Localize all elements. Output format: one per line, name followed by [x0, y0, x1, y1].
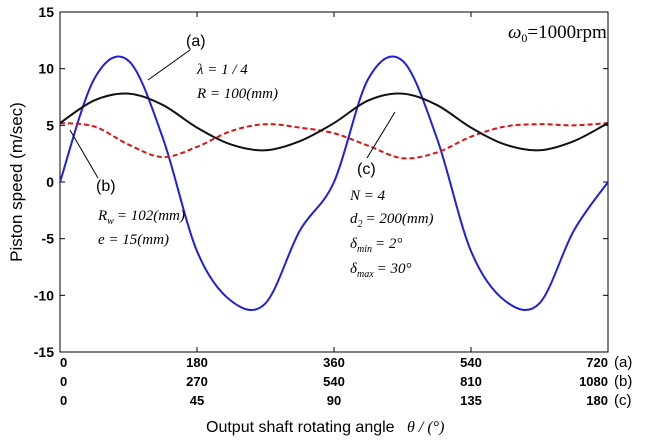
y-tick-label: -5 — [42, 231, 55, 247]
y-tick-label: -10 — [34, 287, 54, 303]
x-tick-label: 90 — [327, 393, 341, 408]
annotation-b-symbol-r: R — [97, 208, 107, 224]
x-tick-label: 0 — [60, 355, 67, 370]
annotation-a-param-1: λ = 1 / 4 — [196, 62, 248, 78]
series-line — [59, 122, 609, 160]
annotation-b-tag: (b) — [96, 178, 116, 195]
y-tick-label: 5 — [46, 117, 54, 133]
x-axis-label-text: Output shaft rotating angle — [206, 419, 395, 436]
y-axis-label: Piston speed (m/sec) — [7, 102, 26, 262]
annotation-c-param-2-value: = 200(mm) — [366, 211, 434, 227]
x-tick-label: 810 — [460, 374, 482, 389]
annotation-omega: ω0=1000rpm — [508, 22, 607, 45]
annotation-c-param-3-value: = 2° — [375, 236, 402, 252]
annotation-c-sub-max: max — [357, 269, 374, 280]
x-tick-label: 720 — [586, 355, 608, 370]
annotation-omega-symbol: ω — [508, 22, 521, 43]
x-tick-label: 180 — [186, 355, 208, 370]
series-line — [59, 92, 609, 152]
annotation-b-param-1: Rw = 102(mm) — [97, 208, 185, 227]
leader-line-c — [366, 111, 396, 159]
y-tick-label: -15 — [34, 344, 54, 360]
x-axis-tag: (c) — [614, 392, 632, 409]
annotation-c-tag: (c) — [357, 161, 376, 178]
leader-line-b — [69, 129, 99, 179]
x-tick-label: 1080 — [579, 374, 608, 389]
annotation-c-sub-2: 2 — [358, 219, 363, 230]
annotation-b-param-1-value: = 102(mm) — [117, 208, 185, 224]
annotation-c-symbol-delta-max: δ — [350, 261, 358, 277]
series-group — [59, 55, 609, 311]
annotation-c-param-4-value: = 30° — [377, 261, 412, 277]
x-tick-label: 0 — [60, 374, 67, 389]
annotation-c-symbol-d: d — [350, 211, 358, 227]
x-tick-label: 360 — [323, 355, 345, 370]
x-tick-label: 540 — [460, 355, 482, 370]
leader-line-a — [147, 49, 191, 81]
annotation-b-sub-w: w — [107, 216, 114, 227]
x-ticks: 0 180 360 540 720 (a) 0 270 540 810 1080 (b) 0 45 90 13… — [59, 12, 632, 409]
x-tick-label: 0 — [60, 393, 67, 408]
y-tick-label: 15 — [38, 4, 54, 20]
x-axis-label-symbol: θ / (°) — [407, 419, 444, 436]
x-tick-label: 270 — [186, 374, 208, 389]
x-axis-label: Output shaft rotating angle θ / (°) — [206, 419, 444, 436]
x-tick-label: 45 — [190, 393, 204, 408]
annotation-c-param-2: d2 = 200(mm) — [350, 211, 434, 230]
annotation-omega-value: =1000rpm — [527, 22, 607, 43]
annotation-b-param-2: e = 15(mm) — [98, 232, 169, 248]
annotation-c-param-3: δmin = 2° — [350, 236, 402, 255]
x-tick-label: 135 — [460, 393, 482, 408]
annotation-omega-sub: 0 — [521, 31, 527, 45]
x-tick-label: 540 — [323, 374, 345, 389]
annotation-c-param-4: δmax = 30° — [350, 261, 412, 280]
y-ticks: 15 10 5 0 -5 -10 -15 — [34, 4, 608, 360]
x-axis-tag: (b) — [614, 373, 632, 390]
y-tick-label: 10 — [38, 61, 54, 77]
annotation-a-param-2: R = 100(mm) — [196, 86, 278, 102]
annotation-c-sub-min: min — [357, 244, 372, 255]
annotation-a-tag: (a) — [186, 33, 206, 50]
y-tick-label: 0 — [46, 174, 54, 190]
annotation-c-param-1: N = 4 — [349, 188, 386, 204]
annotation-c-symbol-delta-min: δ — [350, 236, 358, 252]
x-tick-label: 180 — [586, 393, 608, 408]
x-axis-tag: (a) — [614, 354, 632, 371]
